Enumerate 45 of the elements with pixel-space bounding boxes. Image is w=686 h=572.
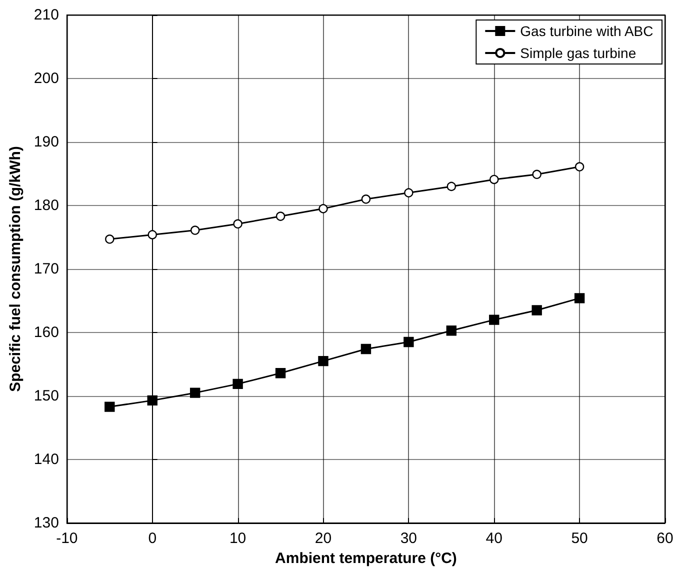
x-tick-label: 10 — [229, 530, 246, 547]
legend-label: Simple gas turbine — [520, 45, 636, 61]
point — [233, 219, 242, 229]
point — [190, 388, 200, 398]
point — [147, 395, 158, 406]
point — [446, 325, 456, 336]
legend-label: Gas turbine with ABC — [520, 23, 654, 39]
point — [276, 212, 286, 221]
x-axis-title: Ambient temperature (°C) — [275, 550, 457, 567]
point — [446, 182, 456, 192]
y-tick-label: 150 — [34, 388, 59, 404]
x-tick-label: 20 — [314, 530, 332, 547]
y-tick-label: 180 — [34, 197, 59, 214]
point — [275, 368, 286, 378]
point — [489, 314, 500, 325]
x-tick-label: 60 — [656, 530, 674, 547]
x-tick-label: 50 — [571, 530, 588, 547]
point — [148, 230, 157, 240]
y-tick-label: 140 — [34, 451, 59, 468]
point — [105, 234, 114, 244]
point — [318, 356, 328, 366]
point — [360, 344, 372, 354]
y-axis-title: Specific fuel consumption (g/kWh) — [7, 146, 24, 392]
point — [318, 204, 328, 214]
point — [532, 170, 542, 179]
y-tick-label: 210 — [34, 6, 59, 24]
x-tick-label: 40 — [486, 530, 502, 547]
point — [104, 402, 115, 412]
y-tick-label: 170 — [34, 260, 59, 278]
point — [190, 226, 200, 235]
y-tick-label: 200 — [34, 70, 59, 87]
point — [490, 174, 499, 184]
point — [232, 378, 243, 390]
x-tick-label: 30 — [400, 530, 418, 547]
x-tick-label: -10 — [56, 530, 78, 547]
point — [574, 162, 584, 172]
y-tick-label: 130 — [34, 514, 59, 532]
point — [361, 194, 371, 204]
point — [574, 293, 585, 304]
point — [532, 305, 542, 316]
point — [404, 188, 414, 198]
x-tick-label: 0 — [148, 530, 157, 547]
point — [404, 336, 414, 348]
y-tick-label: 190 — [34, 134, 59, 150]
y-tick-label: 160 — [34, 324, 59, 341]
